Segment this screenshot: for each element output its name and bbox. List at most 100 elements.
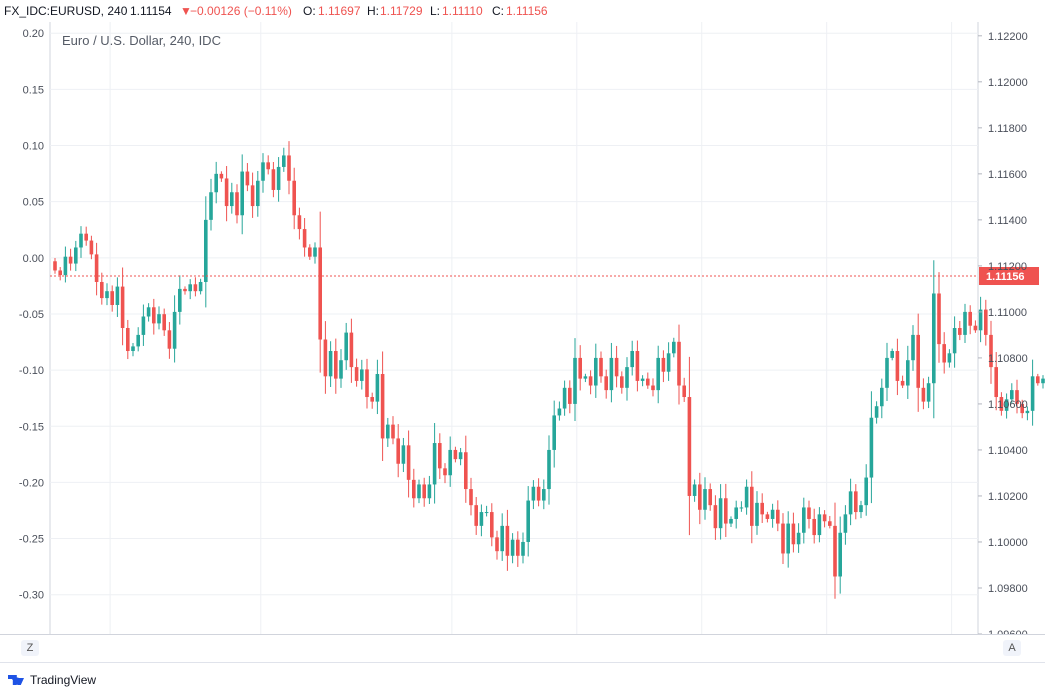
- candle-body: [432, 443, 437, 485]
- chart-area[interactable]: 1.11156 0.20 0.15 0.10 0.05 0.00 -0.05 -0.10 -0…: [0, 22, 1045, 634]
- footer: TradingView: [0, 662, 1045, 697]
- candle-body: [354, 367, 359, 381]
- candle: [968, 305, 972, 335]
- candle-body: [625, 367, 629, 388]
- last-price-badge-bg: [979, 267, 1039, 286]
- candle: [250, 172, 255, 218]
- tradingview-logo[interactable]: TradingView: [8, 673, 96, 687]
- close-label: C:: [492, 4, 504, 18]
- candle-body: [958, 328, 962, 335]
- left-axis-tick: -0.20: [19, 477, 44, 489]
- candle-body: [739, 507, 744, 509]
- candle: [630, 340, 634, 376]
- candle-body: [859, 505, 863, 513]
- candle: [474, 496, 478, 535]
- candle: [443, 463, 447, 484]
- candle: [110, 285, 114, 312]
- candle: [224, 166, 229, 222]
- auto-scale-left-button[interactable]: Z: [21, 640, 39, 656]
- candle: [136, 327, 140, 352]
- candle: [417, 479, 421, 504]
- candle-body: [516, 539, 520, 556]
- candle-body: [183, 288, 187, 292]
- candle: [666, 342, 671, 381]
- candle: [562, 380, 567, 416]
- candle: [552, 400, 556, 468]
- candle: [635, 340, 640, 392]
- candle: [895, 338, 900, 396]
- symbol-name[interactable]: FX_IDC:EURUSD, 240: [4, 4, 128, 18]
- candle: [146, 303, 151, 322]
- auto-scale-right-button[interactable]: A: [1003, 640, 1021, 656]
- candle-body: [682, 385, 686, 398]
- candle-body: [776, 509, 780, 524]
- candle-body: [276, 166, 281, 190]
- candle-body: [58, 270, 62, 276]
- candle-body: [479, 512, 484, 526]
- candle: [755, 491, 759, 535]
- candle: [172, 295, 177, 363]
- candle-body: [1030, 376, 1035, 411]
- candle: [817, 507, 822, 543]
- candle-body: [458, 452, 463, 460]
- right-axis-tick: 1.12200: [988, 31, 1028, 43]
- candle: [750, 471, 754, 544]
- candle-body: [406, 445, 411, 480]
- candle: [89, 235, 94, 260]
- candle-body: [848, 491, 853, 515]
- candle-body: [973, 325, 978, 331]
- candle-body: [79, 233, 83, 248]
- candle: [1010, 383, 1014, 404]
- candle-body: [89, 240, 94, 255]
- candle-body: [854, 491, 858, 513]
- candle-body: [131, 346, 135, 352]
- candle: [672, 337, 676, 358]
- candle-body: [443, 468, 447, 476]
- candle-body: [646, 378, 650, 386]
- candle-body: [786, 523, 790, 554]
- candle-body: [750, 486, 754, 526]
- candle: [354, 358, 359, 387]
- candle: [120, 267, 125, 346]
- candle: [458, 447, 463, 466]
- candle-body: [302, 229, 307, 248]
- right-axis-tick: 1.11400: [988, 215, 1027, 227]
- candle-body: [1036, 376, 1040, 384]
- candle: [594, 343, 598, 398]
- candle-body: [74, 247, 78, 264]
- candle-body: [386, 424, 390, 439]
- candle-body: [703, 489, 707, 510]
- candle: [328, 341, 333, 388]
- candle: [828, 515, 832, 529]
- candle: [578, 345, 582, 391]
- right-axis-tick: 1.11800: [988, 123, 1027, 135]
- right-axis-tick: 1.10000: [988, 537, 1028, 549]
- left-axis-tick: -0.25: [19, 534, 44, 546]
- candle: [687, 356, 692, 536]
- candle-body: [989, 334, 993, 368]
- candle: [391, 416, 395, 445]
- candle-body: [193, 284, 198, 292]
- candle: [464, 435, 468, 503]
- candle: [900, 375, 905, 389]
- candle-body: [952, 328, 957, 354]
- candle: [495, 530, 499, 560]
- candlestick-chart[interactable]: 1.11156 0.20 0.15 0.10 0.05 0.00 -0.05 -0.10 -0…: [0, 22, 1045, 634]
- candle: [874, 401, 879, 424]
- candle-body: [885, 357, 889, 388]
- candle: [770, 503, 775, 528]
- candle-body: [594, 357, 598, 386]
- candle-body: [172, 311, 177, 349]
- candle-body: [869, 417, 874, 478]
- right-axis-tick: 1.11600: [988, 169, 1027, 181]
- candle: [469, 477, 473, 516]
- candle-body: [864, 477, 868, 506]
- candle-body: [484, 512, 489, 514]
- candle-body: [1010, 390, 1014, 400]
- candle-body: [734, 507, 738, 519]
- candle: [297, 207, 302, 240]
- triangle-down-icon: ▼: [180, 4, 192, 18]
- candle-body: [838, 532, 842, 577]
- candle: [776, 500, 780, 532]
- candle: [864, 464, 868, 516]
